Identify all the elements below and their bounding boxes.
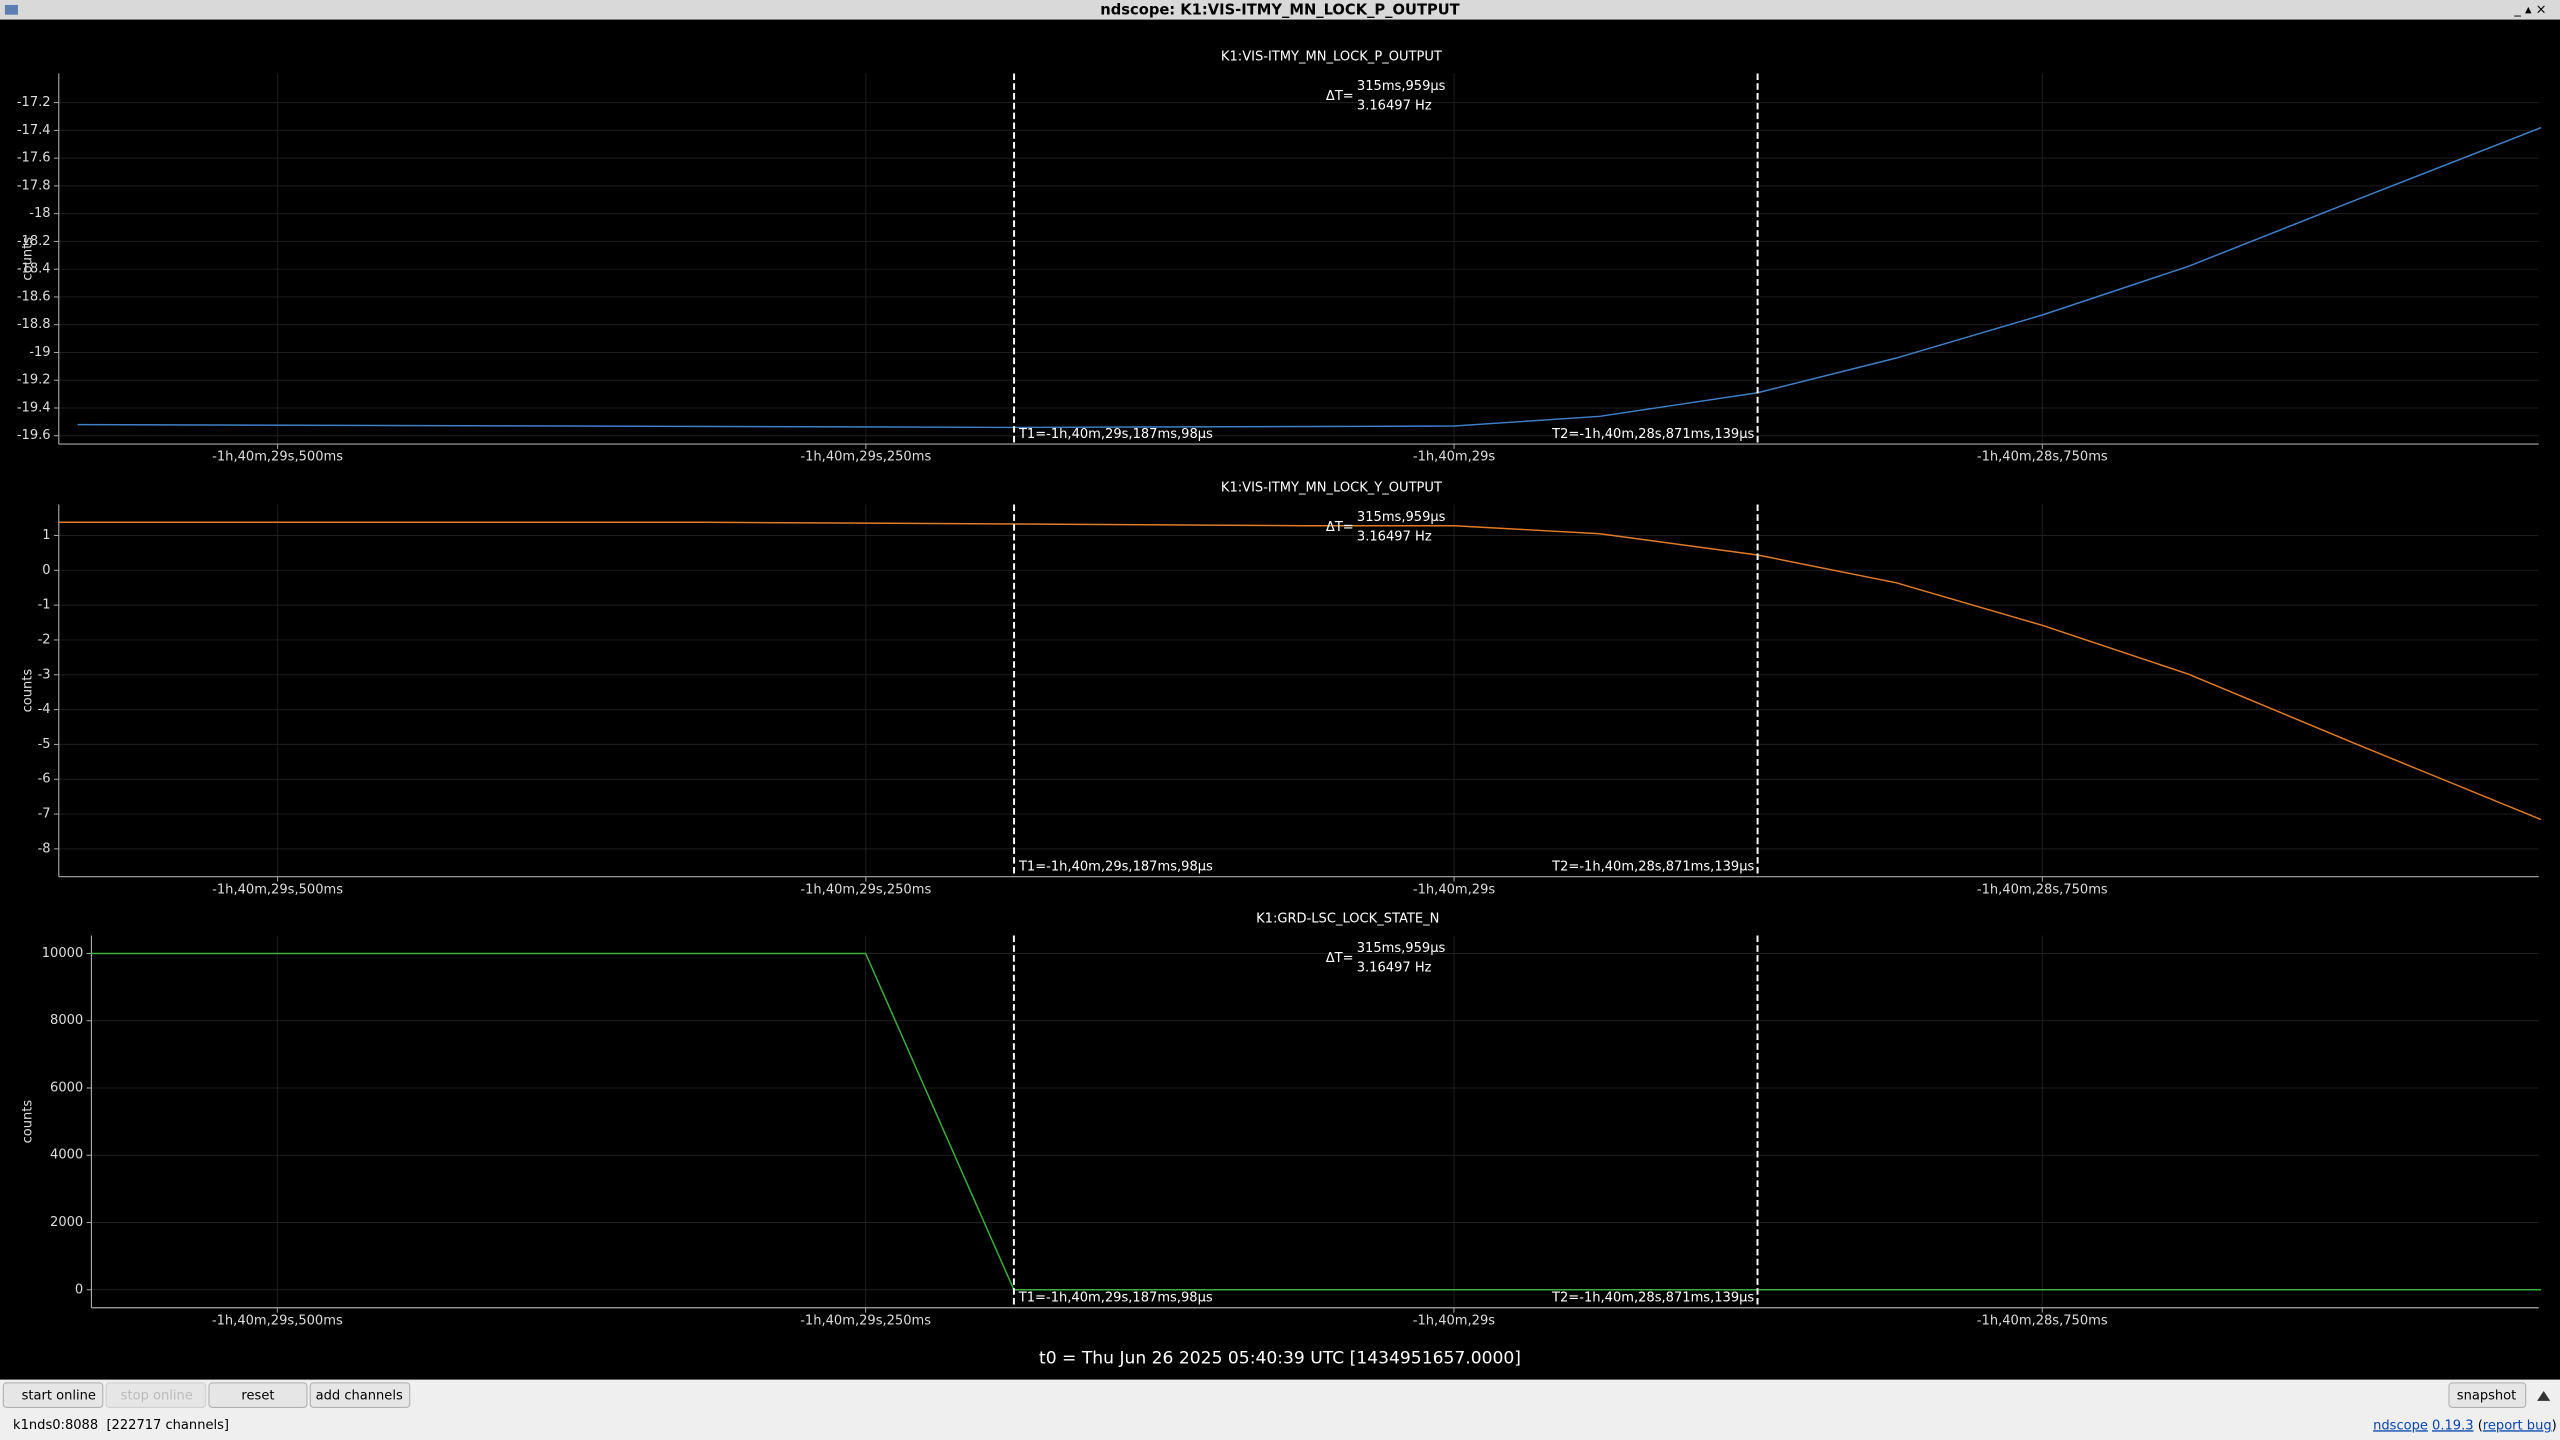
y-axis-label: counts [20,237,35,281]
series-line [91,952,2542,1291]
y-tick-label: 1 [42,528,50,543]
y-tick-label: -19.6 [17,428,51,443]
bug-link[interactable]: report bug [2483,1418,2552,1433]
x-tick-label: -1h,40m,29s [1413,1313,1495,1328]
y-tick-label: -18.2 [17,234,51,249]
window-icon [4,4,18,15]
expand-arrow[interactable] [2537,1391,2551,1401]
delta-label: ΔT= [1326,89,1354,104]
delta-freq: 3.16497 Hz [1357,99,1432,114]
x-tick-label: -1h,40m,28s,750ms [1977,450,2108,465]
y-axis-label: counts [20,1100,35,1144]
x-tick-label: -1h,40m,29s,500ms [212,882,343,897]
delta-label: ΔT= [1326,520,1354,535]
delta-time: 315ms,959µs [1357,941,1446,956]
delta-freq: 3.16497 Hz [1357,530,1432,545]
y-tick-label: 0 [42,563,50,578]
y-tick-label: -18.4 [17,262,51,277]
button-label[interactable]: add channels [316,1388,403,1403]
x-tick-label: -1h,40m,29s,500ms [212,1313,343,1328]
x-tick-label: -1h,40m,29s,250ms [800,882,931,897]
button-label[interactable]: snapshot [2457,1388,2517,1403]
button-frame [105,1382,207,1408]
cursor-label: T1=-1h,40m,29s,187ms,98µs [1018,1290,1213,1305]
x-tick-label: -1h,40m,28s,750ms [1977,1313,2108,1328]
y-tick-label: -17.8 [17,178,51,193]
title-bar [0,0,2560,20]
minimize-button[interactable]: _ ▴ × [2513,2,2546,17]
cursor-label: T1=-1h,40m,29s,187ms,98µs [1018,859,1213,874]
y-tick-label: -5 [38,737,51,752]
series-line [58,521,2542,821]
server-status: k1nds0:8088 [222717 channels] [13,1418,229,1433]
button-frame[interactable] [309,1382,411,1408]
button-frame[interactable] [2448,1382,2527,1408]
bottom-panel [0,1379,2560,1440]
y-tick-label: -7 [38,807,51,822]
plot-title: K1:GRD-LSC_LOCK_STATE_N [1256,912,1439,927]
cursor-label: T2=-1h,40m,28s,871ms,139µs [1551,1290,1754,1305]
delta-label: ΔT= [1326,951,1354,966]
x-tick-label: -1h,40m,29s [1413,882,1495,897]
y-tick-label: -6 [38,772,51,787]
add-channels-button[interactable]: add channels [309,1382,411,1408]
y-tick-label: -1 [38,598,51,613]
button-label[interactable]: reset [241,1388,274,1403]
y-tick-label: -19 [29,345,50,360]
y-tick-label: -18.8 [17,317,51,332]
y-tick-label: -2 [38,632,51,647]
y-tick-label: 6000 [50,1081,83,1096]
y-tick-label: 8000 [50,1013,83,1028]
reset-button[interactable]: reset [208,1382,308,1408]
y-tick-label: -18 [29,206,50,221]
y-tick-label: -3 [38,667,51,682]
delta-time: 315ms,959µs [1357,510,1446,525]
y-tick-label: -18.6 [17,289,51,304]
paren: ( [2478,1418,2483,1433]
y-tick-label: -19.4 [17,400,51,415]
y-tick-label: -17.6 [17,151,51,166]
x-tick-label: -1h,40m,28s,750ms [1977,882,2108,897]
delta-time: 315ms,959µs [1357,79,1446,94]
y-tick-label: 10000 [42,946,84,961]
version-link[interactable]: 0.19.3 [2432,1418,2474,1433]
t0-label: t0 = Thu Jun 26 2025 05:40:39 UTC [14349… [1039,1348,1521,1368]
cursor-label: T1=-1h,40m,29s,187ms,98µs [1018,427,1213,442]
start-online-button[interactable]: start online [2,1382,104,1408]
y-tick-label: -17.4 [17,123,51,138]
button-frame[interactable] [208,1382,308,1408]
button-label[interactable]: start online [22,1388,96,1403]
button-label: stop online [121,1388,193,1403]
y-tick-label: -17.2 [17,95,51,110]
y-tick-label: 0 [75,1282,83,1297]
x-tick-label: -1h,40m,29s,250ms [800,450,931,465]
x-tick-label: -1h,40m,29s,500ms [212,450,343,465]
cursor-label: T2=-1h,40m,28s,871ms,139µs [1551,427,1754,442]
y-tick-label: -4 [38,702,51,717]
stop-online-button: stop online [105,1382,207,1408]
y-axis-label: counts [20,669,35,713]
cursor-label: T2=-1h,40m,28s,871ms,139µs [1551,859,1754,874]
app-link[interactable]: ndscope [2373,1418,2428,1433]
plot-title: K1:VIS-ITMY_MN_LOCK_Y_OUTPUT [1221,481,1442,496]
y-tick-label: -8 [38,841,51,856]
y-tick-label: 4000 [50,1148,83,1163]
app-info: ndscope 0.19.3 (report bug) [2373,1418,2557,1433]
snapshot-button[interactable]: snapshot [2448,1382,2527,1408]
plot-title: K1:VIS-ITMY_MN_LOCK_P_OUTPUT [1221,50,1442,65]
button-frame[interactable] [2,1382,104,1408]
paren: ) [2552,1418,2557,1433]
x-tick-label: -1h,40m,29s,250ms [800,1313,931,1328]
x-tick-label: -1h,40m,29s [1413,450,1495,465]
series-line [77,126,2542,429]
window-title: ndscope: K1:VIS-ITMY_MN_LOCK_P_OUTPUT [1100,2,1459,19]
y-tick-label: 2000 [50,1215,83,1230]
y-tick-label: -19.2 [17,373,51,388]
delta-freq: 3.16497 Hz [1357,961,1432,976]
